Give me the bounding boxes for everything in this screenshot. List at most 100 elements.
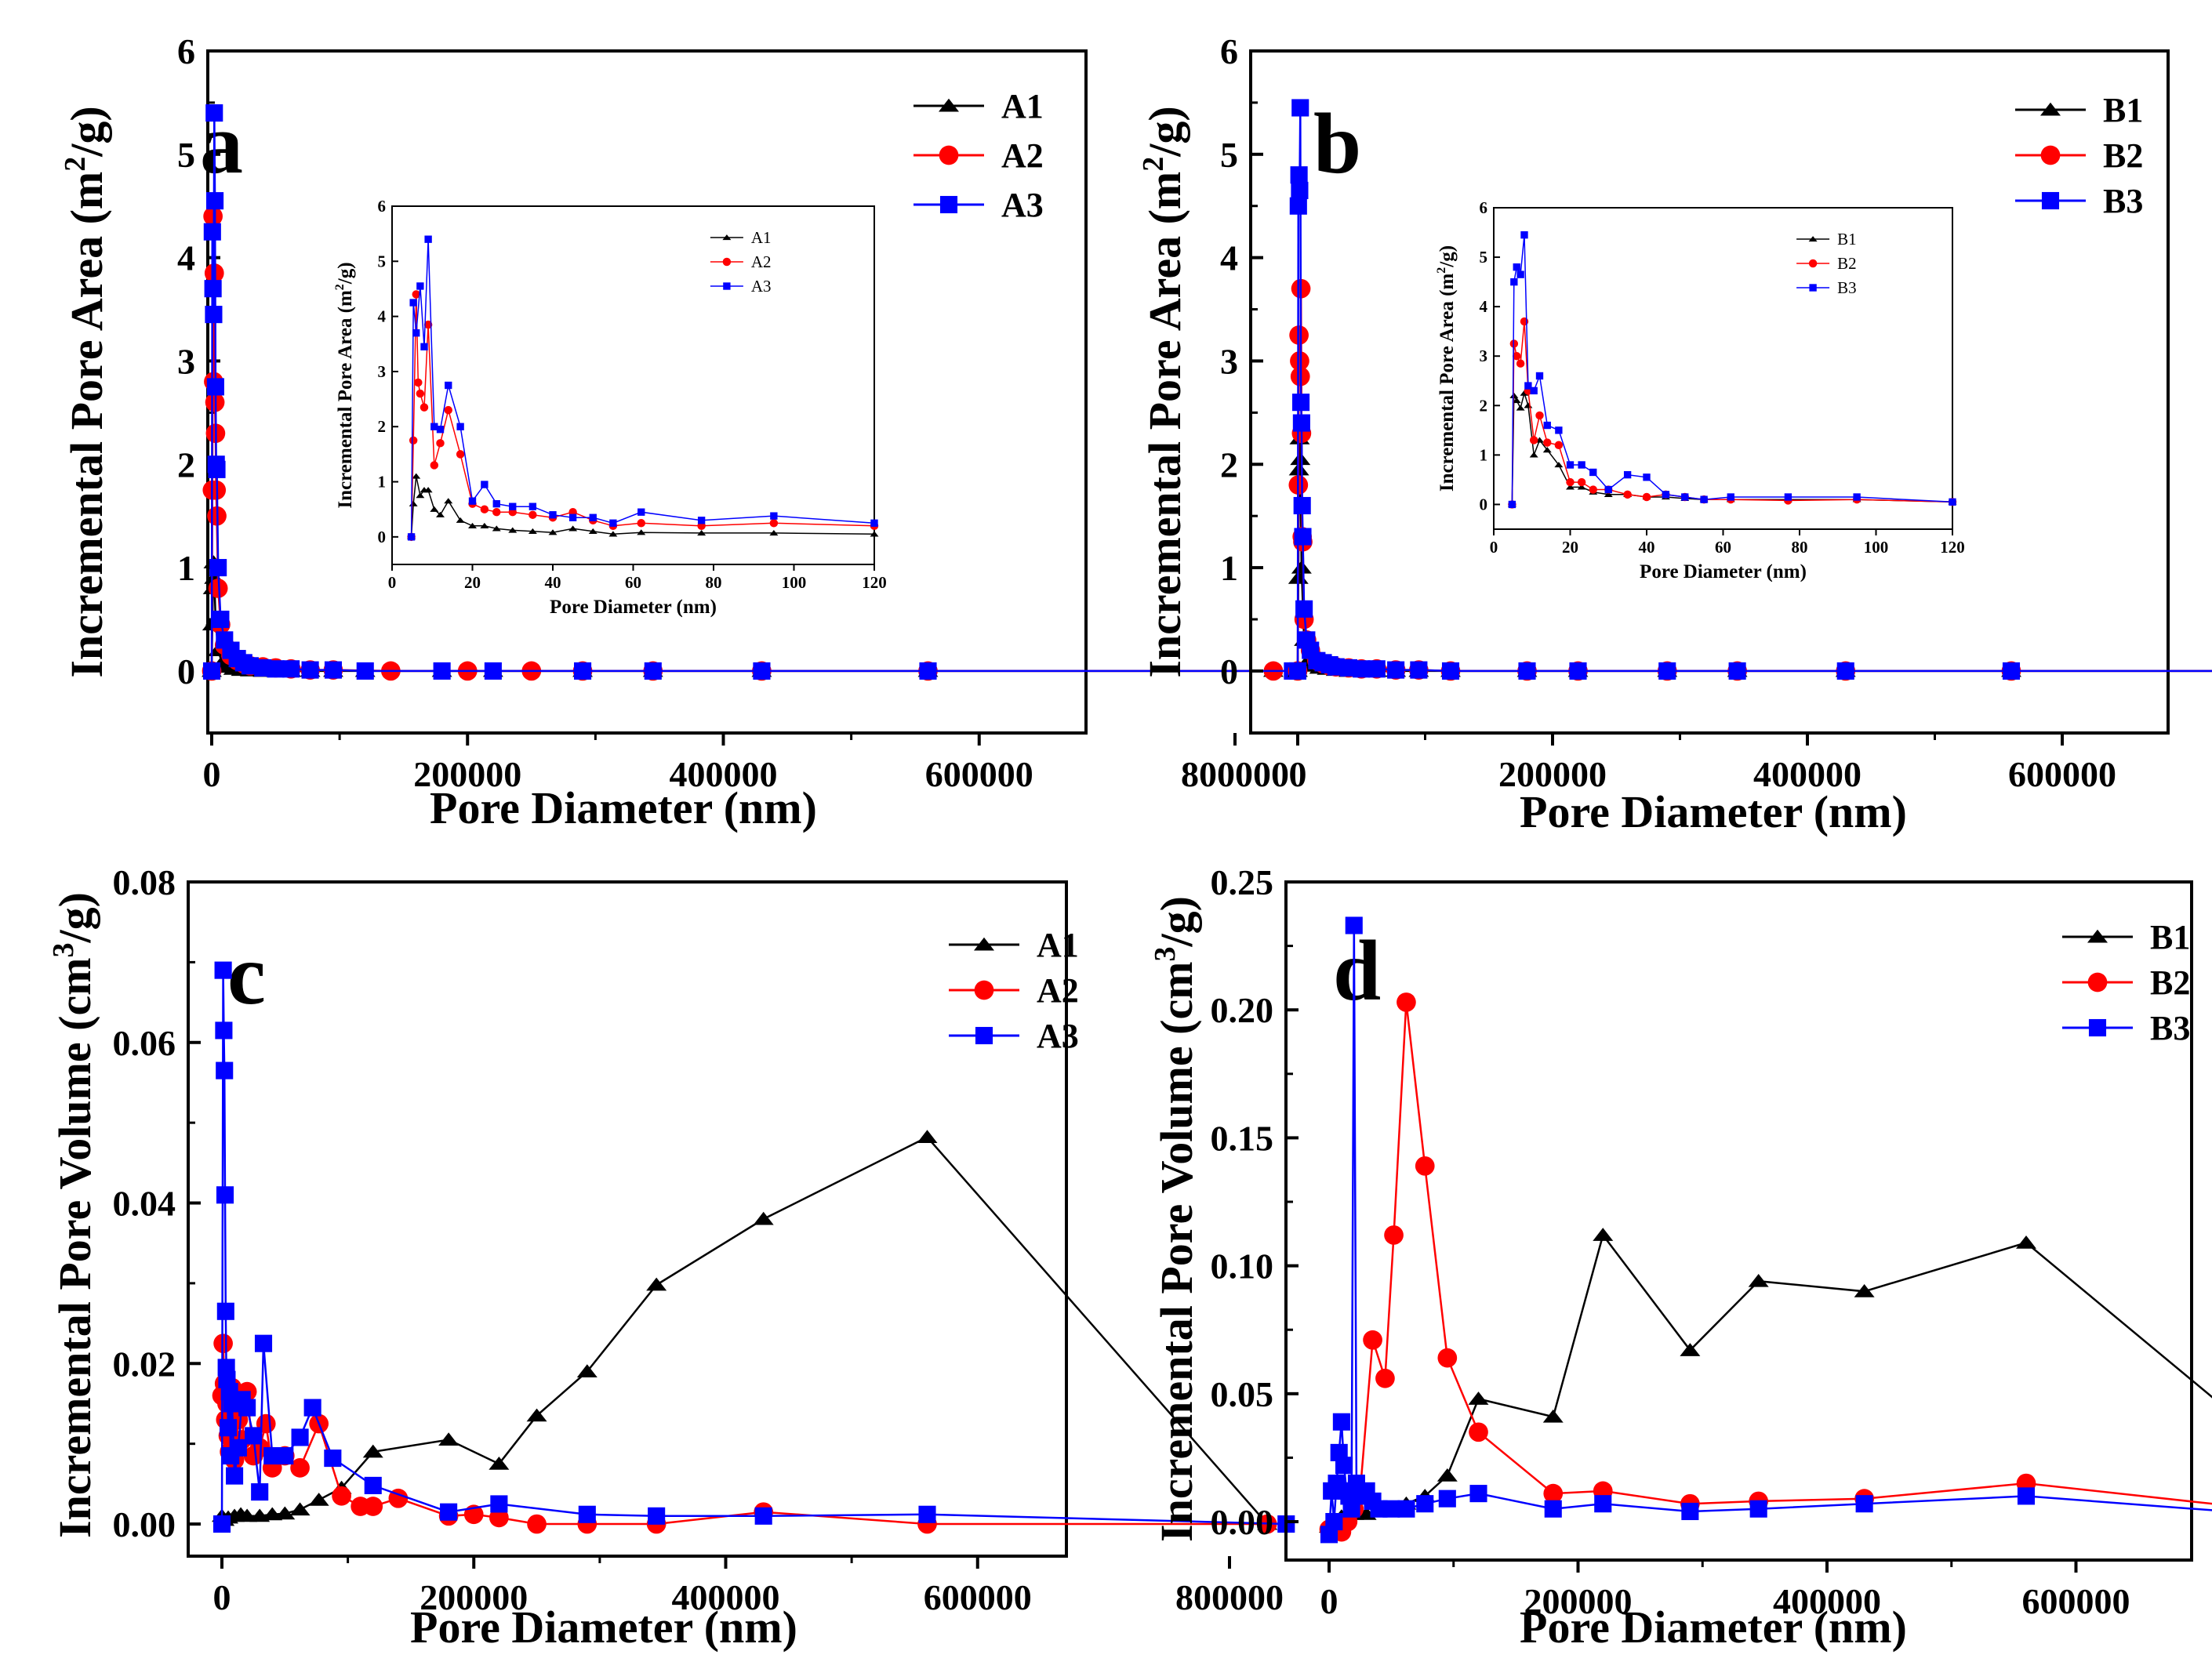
inset-data-point bbox=[1508, 500, 1516, 509]
legend-label: B2 bbox=[2103, 136, 2143, 175]
data-point bbox=[216, 1186, 234, 1204]
x-tick-label: 200000 bbox=[1498, 754, 1607, 794]
y-tick-label: 5 bbox=[1220, 135, 1238, 175]
series-B3 bbox=[1288, 99, 2212, 680]
inset-data-point bbox=[1524, 382, 1532, 390]
inset-y-axis-label-unit: /g) bbox=[1437, 245, 1458, 268]
data-point bbox=[1345, 916, 1363, 934]
y-tick-label: 3 bbox=[177, 341, 195, 381]
legend-label: B1 bbox=[2103, 91, 2143, 129]
data-point bbox=[229, 1439, 247, 1457]
inset-data-point bbox=[608, 531, 618, 537]
inset-data-point bbox=[1513, 263, 1520, 271]
y-axis-label-main: Incremental Pore Area (m bbox=[1139, 172, 1190, 678]
inset-data-point bbox=[1623, 490, 1632, 499]
x-tick-label: 200000 bbox=[1524, 1581, 1633, 1621]
legend-marker bbox=[974, 980, 994, 1000]
inset-series-A1 bbox=[407, 473, 879, 540]
inset-data-point bbox=[1566, 484, 1575, 490]
inset-y-tick-label: 2 bbox=[378, 417, 387, 436]
inset-data-point bbox=[412, 290, 420, 299]
data-point bbox=[203, 223, 221, 241]
inset-x-tick-label: 120 bbox=[1940, 538, 1965, 557]
inset-data-point bbox=[423, 487, 433, 493]
inset-data-point bbox=[1512, 397, 1521, 404]
data-point bbox=[1437, 1468, 1458, 1482]
data-point bbox=[489, 1456, 510, 1470]
data-point bbox=[1290, 351, 1309, 371]
x-axis-label: Pore Diameter (nm) bbox=[410, 1602, 797, 1653]
legend-marker bbox=[2087, 972, 2108, 992]
inset-data-point bbox=[1554, 441, 1564, 449]
inset-data-point bbox=[436, 511, 445, 517]
y-tick-label: 0.04 bbox=[113, 1184, 176, 1224]
inset-y-tick-label: 2 bbox=[1480, 396, 1488, 415]
inset-data-point bbox=[414, 378, 423, 387]
inset-y-axis-label-main: Incremental Pore Area (m bbox=[1437, 274, 1458, 492]
data-point bbox=[917, 1130, 938, 1144]
y-tick-label: 1 bbox=[177, 548, 195, 588]
inset-data-point bbox=[1542, 447, 1552, 453]
y-axis-label-superscript: 3 bbox=[47, 943, 80, 958]
inset-data-point bbox=[424, 235, 432, 243]
inset-data-point bbox=[697, 517, 706, 524]
data-point bbox=[526, 1408, 547, 1422]
y-tick-label: 0.02 bbox=[113, 1344, 176, 1384]
inset-y-tick-label: 3 bbox=[1480, 347, 1488, 365]
inset-legend-label: A2 bbox=[751, 252, 772, 271]
data-point bbox=[1855, 1495, 1873, 1513]
inset-data-point bbox=[637, 508, 645, 516]
inset-data-point bbox=[409, 299, 417, 307]
legend: A1 A2 A3 bbox=[913, 87, 1044, 224]
inset-data-point bbox=[637, 519, 645, 528]
y-tick-label: 0.06 bbox=[113, 1023, 176, 1063]
inset-data-point bbox=[609, 519, 617, 527]
data-point bbox=[484, 662, 502, 680]
inset-data-point bbox=[412, 473, 421, 479]
data-point bbox=[1518, 662, 1536, 680]
plot-frame bbox=[1249, 49, 2170, 735]
legend-label: B2 bbox=[2150, 963, 2190, 1002]
inset-data-point bbox=[1853, 493, 1861, 501]
data-point bbox=[1384, 1225, 1404, 1245]
inset-x-tick-label: 60 bbox=[625, 573, 641, 592]
inset-y-axis-label-unit: /g) bbox=[335, 262, 356, 285]
inset-data-point bbox=[1516, 359, 1525, 368]
data-point bbox=[1353, 660, 1371, 678]
inset-data-point bbox=[769, 519, 779, 528]
data-point bbox=[254, 1334, 273, 1352]
inset-x-tick-label: 100 bbox=[782, 573, 807, 592]
data-point bbox=[1441, 662, 1460, 680]
inset-data-point bbox=[481, 481, 489, 488]
inset-data-point bbox=[697, 530, 706, 536]
y-axis-label-unit: /g) bbox=[1151, 896, 1202, 947]
inset-legend-label: B1 bbox=[1837, 230, 1857, 249]
x-tick-label: 600000 bbox=[2008, 754, 2116, 794]
data-point bbox=[356, 662, 374, 680]
data-point bbox=[1387, 661, 1405, 679]
data-point bbox=[332, 1486, 351, 1506]
legend-marker bbox=[2088, 1018, 2107, 1037]
y-axis-label-main: Incremental Pore Volume (cm bbox=[49, 958, 100, 1538]
inset-data-point bbox=[407, 533, 416, 541]
inset-x-tick-label: 0 bbox=[1490, 538, 1498, 557]
y-tick-label: 0.25 bbox=[1211, 862, 1274, 902]
inset-data-point bbox=[588, 528, 597, 534]
data-point bbox=[362, 1444, 383, 1458]
inset-data-point bbox=[456, 450, 465, 459]
inset-data-point bbox=[492, 499, 500, 508]
data-point bbox=[753, 1211, 774, 1225]
y-tick-label: 0 bbox=[177, 651, 195, 691]
inset-legend-marker bbox=[723, 282, 731, 290]
series-A1 bbox=[212, 1130, 1278, 1530]
inset-y-tick-label: 1 bbox=[378, 473, 387, 492]
y-tick-label: 0.15 bbox=[1211, 1118, 1274, 1158]
x-tick-label: 400000 bbox=[670, 754, 778, 794]
x-tick-label: 400000 bbox=[1773, 1581, 1881, 1621]
inset-data-point bbox=[409, 436, 418, 445]
inset-y-axis-label-main: Incremental Pore Area (m bbox=[335, 290, 356, 509]
panel-d: 0.00 0.05 0.10 0.15 0.20 0.25 0 200000 400000 600… bbox=[1149, 862, 2212, 1653]
legend-marker bbox=[974, 937, 994, 951]
